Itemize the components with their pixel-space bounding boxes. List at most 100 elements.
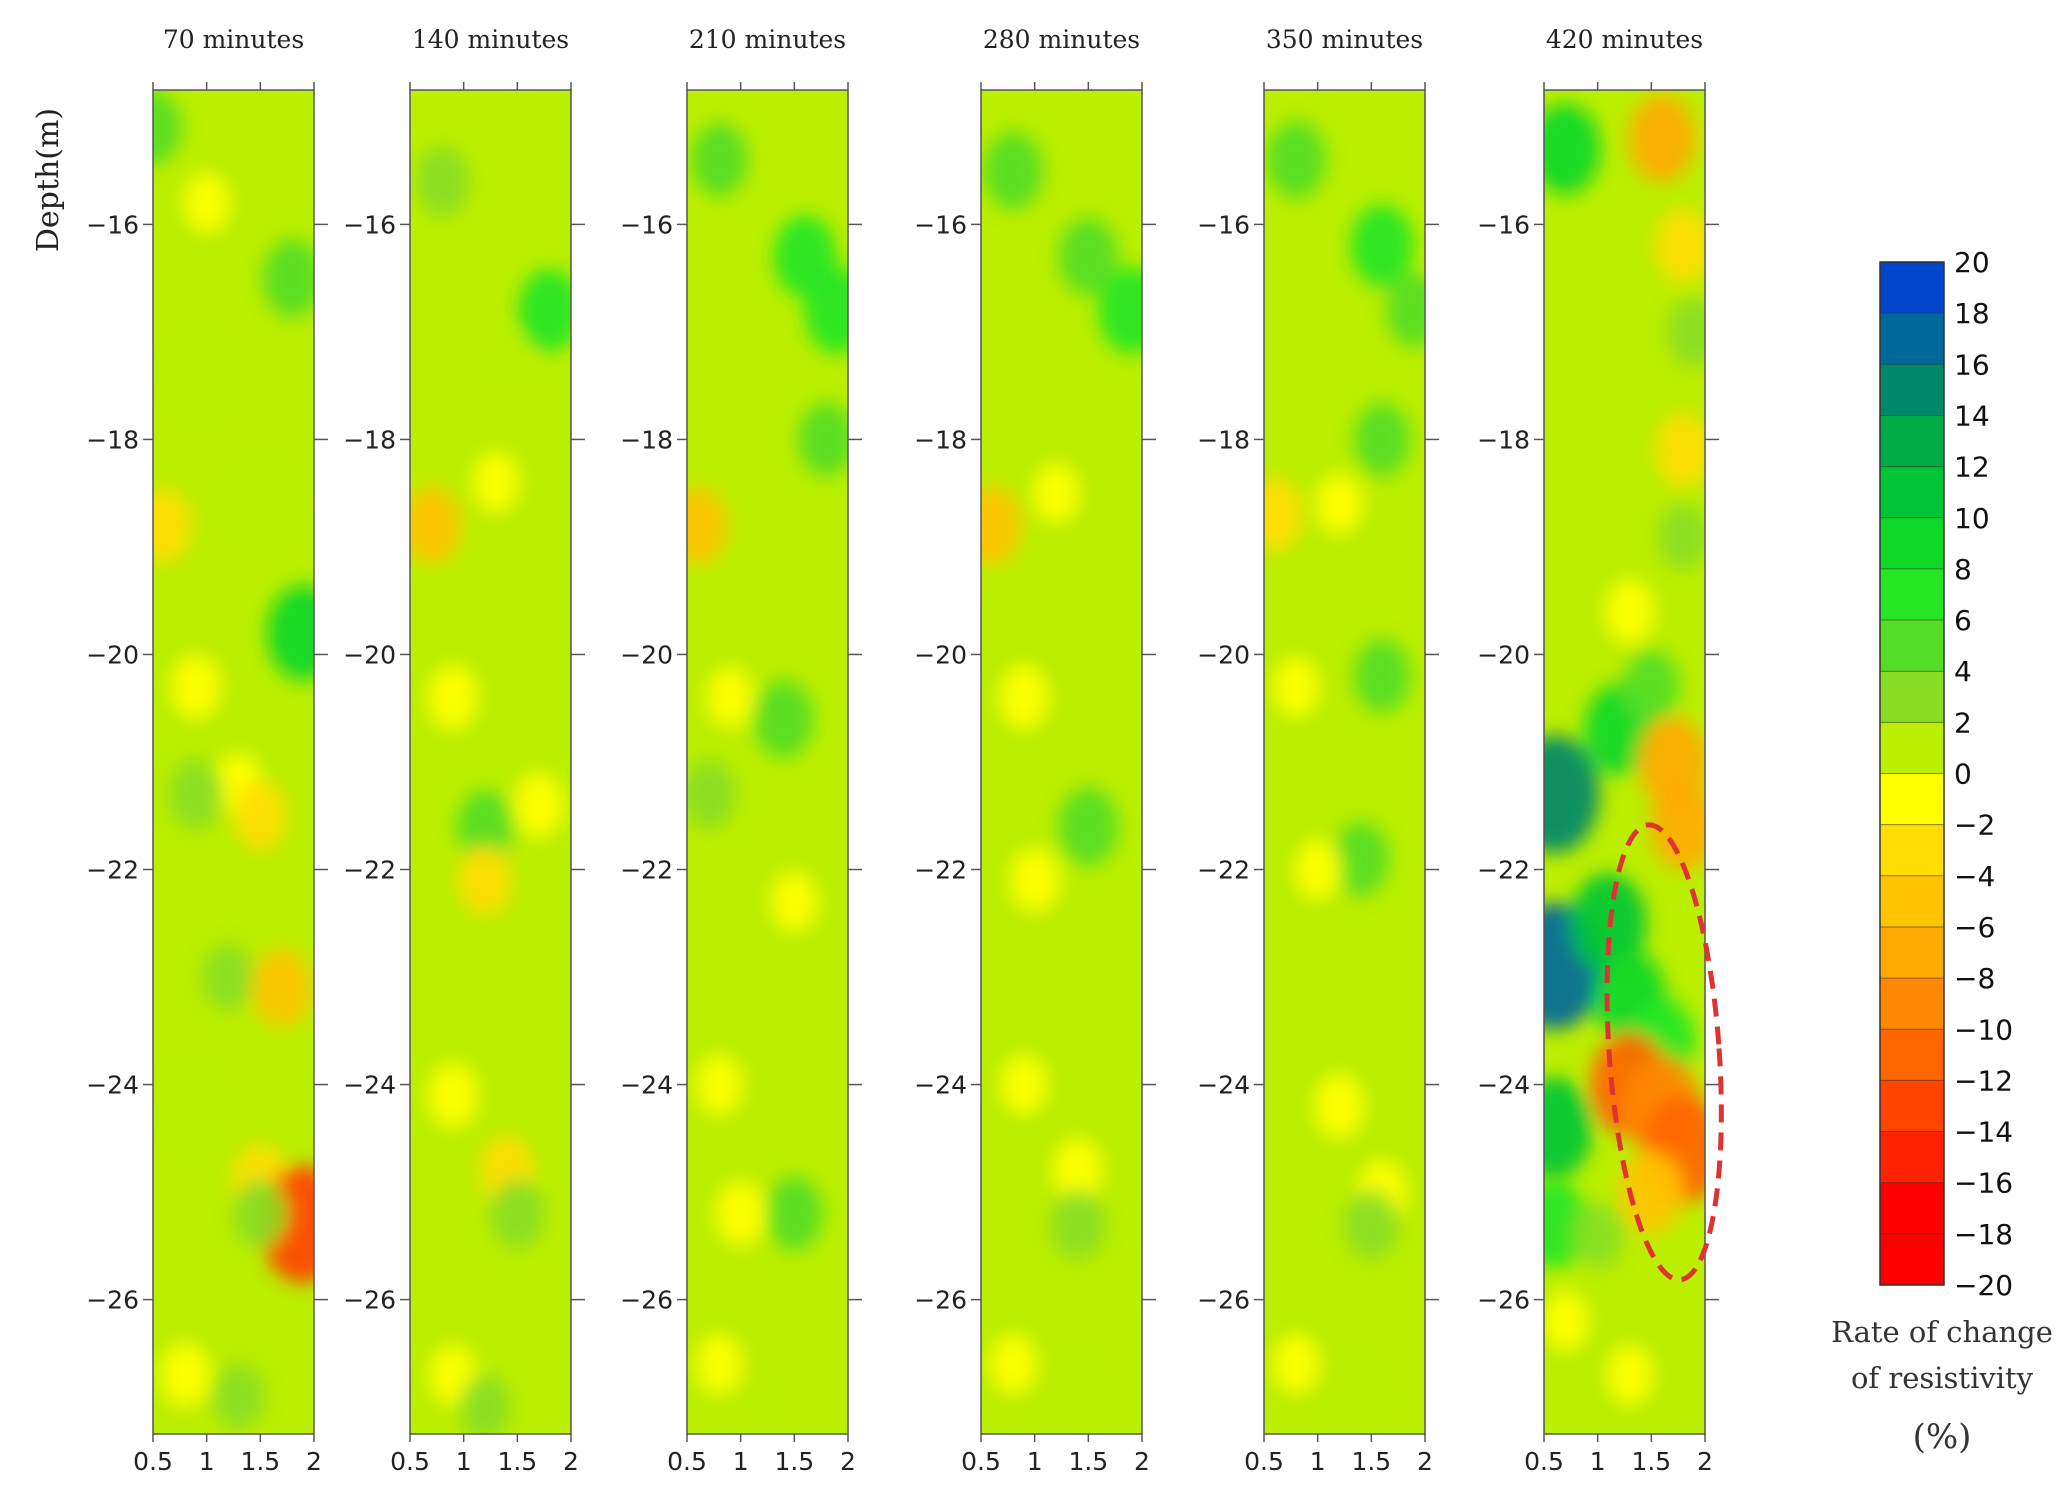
colorbar-label-line1: Rate of change (1831, 1315, 2053, 1349)
contour-cell (172, 344, 220, 406)
colorbar-frame (1879, 261, 1945, 1286)
contour-cell (427, 1062, 479, 1128)
contour-cell (1344, 1189, 1399, 1259)
y-tick-label: −20 (914, 640, 967, 669)
y-tick-label: −26 (343, 1286, 396, 1315)
x-tick-label: 2 (563, 1447, 579, 1476)
contour-cell (266, 585, 314, 681)
colorbar-tick-label: 2 (1954, 706, 1972, 739)
colorbar-tick-label: 12 (1954, 451, 1990, 484)
x-tick-label: 2 (840, 1447, 856, 1476)
panel-frame (409, 89, 572, 1435)
contour-cell (459, 1374, 511, 1434)
contour-cell (715, 1181, 766, 1246)
y-tick-label: −18 (1477, 425, 1530, 454)
contour-cell (490, 1178, 545, 1249)
y-tick-label: −20 (86, 640, 139, 669)
y-tick-label: −26 (1477, 1286, 1530, 1315)
panel-cells (1264, 120, 1425, 1427)
contour-cell (233, 781, 288, 851)
contour-cell (1294, 839, 1342, 900)
x-tick-label: 1.5 (774, 1447, 814, 1476)
y-tick-label: −22 (1477, 856, 1530, 885)
x-tick-label: 2 (1697, 1447, 1713, 1476)
contour-cell (798, 402, 848, 477)
colorbar-tick-label: 18 (1954, 297, 1990, 330)
y-tick-label: −24 (914, 1071, 967, 1100)
colorbar-swatch (1880, 517, 1944, 570)
panel-4: 280 minutes 0.5 1 1.5 2 −16 −18 −20 −22 −24 −26 (914, 25, 1156, 1476)
y-tick-label: −18 (620, 425, 673, 454)
panel-title: 140 minutes (412, 25, 569, 54)
colorbar-swatch (1880, 978, 1944, 1030)
panel-2: 140 minutes 0.5 1 1.5 2 −16 −18 −20 −22 −24 −26 (343, 25, 585, 1476)
contour-cell (262, 239, 314, 318)
colorbar-swatch (1880, 415, 1944, 468)
contour-cell (687, 759, 736, 829)
contour-cell (1009, 847, 1060, 913)
contour-cell (456, 789, 514, 864)
panel-frame (686, 89, 849, 1435)
y-tick-label: −16 (343, 210, 396, 239)
y-tick-label: −16 (914, 210, 967, 239)
colorbar-tick-label: −20 (1954, 1269, 2013, 1302)
contour-cell (1622, 649, 1680, 724)
panel-1: 70 minutes 0.5 1 1.5 2 −16 −18 −20 −22 −24 −26 (86, 25, 328, 1476)
contour-cell (1098, 267, 1142, 354)
x-tick-label: 1 (733, 1447, 749, 1476)
contour-cell (472, 452, 520, 513)
contour-cell (1052, 1138, 1103, 1203)
colorbar-tick-label: −18 (1954, 1218, 2013, 1251)
colorbar-tick-label: −12 (1954, 1064, 2013, 1097)
colorbar-swatch (1880, 773, 1944, 826)
colorbar-tick-label: 4 (1954, 655, 1972, 688)
contour-cell (161, 1075, 209, 1137)
y-tick-label: −22 (1197, 856, 1250, 885)
contour-cell (1655, 209, 1705, 283)
contour-cell (1604, 579, 1656, 644)
contour-cell (804, 267, 848, 354)
colorbar-swatch (1880, 1131, 1944, 1184)
panel-title: 350 minutes (1266, 25, 1423, 54)
contour-cell (690, 123, 748, 197)
contour-cell (1000, 1054, 1048, 1115)
contour-cell (1619, 1150, 1683, 1234)
contour-cell (1350, 204, 1414, 288)
colorbar-tick-label: −8 (1954, 962, 1995, 995)
contour-cell (695, 1333, 743, 1395)
panel-title: 420 minutes (1546, 25, 1703, 54)
x-tick-label: 1 (1027, 1447, 1043, 1476)
contour-cell (170, 654, 222, 720)
colorbar-swatch (1880, 926, 1944, 979)
y-tick-label: −20 (1477, 640, 1530, 669)
x-tick-label: 0.5 (1524, 1447, 1564, 1476)
y-tick-label: −24 (1477, 1071, 1530, 1100)
colorbar-swatch (1880, 671, 1944, 723)
colorbar-swatch (1880, 313, 1944, 365)
colorbar-label-line2: of resistivity (1851, 1361, 2034, 1395)
colorbar-tick-label: 0 (1954, 758, 1972, 791)
contour-cell (1050, 1189, 1105, 1259)
contour-cell (183, 172, 231, 234)
colorbar-swatch (1880, 875, 1944, 928)
contour-cell (753, 679, 814, 758)
panel-cells (687, 123, 848, 1427)
x-tick-label: 1.5 (1351, 1447, 1391, 1476)
y-tick-label: −16 (1197, 210, 1250, 239)
x-tick-label: 2 (1134, 1447, 1150, 1476)
contour-cell (989, 1333, 1037, 1395)
y-tick-label: −20 (343, 640, 396, 669)
colorbar-swatch (1880, 466, 1944, 519)
panel-6: 420 minutes 0.5 1 1.5 2 −16 −18 −20 −22 −24 −26 (1477, 25, 1724, 1476)
colorbar-unit: (%) (1913, 1417, 1972, 1457)
x-tick-label: 0.5 (961, 1447, 1001, 1476)
colorbar-swatch (1880, 620, 1944, 672)
contour-cell (1628, 94, 1696, 182)
colorbar-tick-label: 14 (1954, 399, 1990, 432)
colorbar-tick-label: 10 (1954, 502, 1990, 535)
contour-cell (213, 1363, 265, 1429)
y-tick-label: −26 (914, 1286, 967, 1315)
y-tick-label: −24 (86, 1071, 139, 1100)
y-tick-label: −24 (343, 1071, 396, 1100)
